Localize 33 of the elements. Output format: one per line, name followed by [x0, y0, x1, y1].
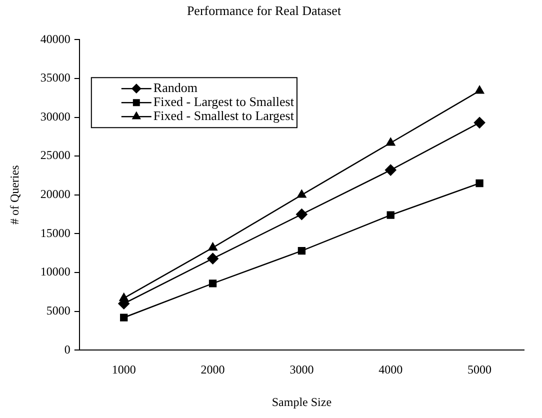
y-tick-label: 5000 — [46, 304, 70, 318]
x-tick-label: 4000 — [378, 362, 403, 377]
point — [298, 246, 306, 255]
x-tick-label: 3000 — [290, 362, 314, 377]
x-axis-title: Sample Size — [272, 394, 332, 409]
x-tick-label: 2000 — [200, 362, 225, 377]
y-tick-label: 40000 — [40, 32, 70, 46]
y-tick-label: 0 — [64, 342, 70, 356]
chart-title: Performance for Real Dataset — [186, 3, 342, 18]
x-tick-label: 5000 — [468, 362, 492, 377]
point — [208, 242, 218, 251]
legend-label: Fixed - Largest to Smallest — [153, 94, 294, 110]
point — [386, 138, 396, 146]
y-tick-label: 30000 — [40, 109, 70, 124]
y-tick-label: 15000 — [40, 226, 70, 240]
legend-label: Fixed - Smallest to Largest — [153, 108, 294, 124]
y-tick-label: 35000 — [40, 70, 70, 85]
point — [386, 211, 394, 219]
y-tick-label: 20000 — [40, 187, 70, 202]
point — [208, 280, 217, 288]
point — [120, 314, 128, 322]
point — [474, 86, 484, 94]
legend-label: Random — [153, 80, 198, 96]
y-axis-title: # of Queries — [7, 164, 22, 225]
y-tick-label: 25000 — [40, 148, 70, 162]
y-tick-label: 10000 — [40, 264, 70, 279]
point — [384, 164, 396, 176]
x-tick-label: 1000 — [112, 362, 136, 377]
point — [474, 117, 486, 128]
point — [297, 190, 306, 198]
point — [296, 208, 308, 220]
point — [476, 179, 484, 188]
point — [207, 252, 218, 264]
